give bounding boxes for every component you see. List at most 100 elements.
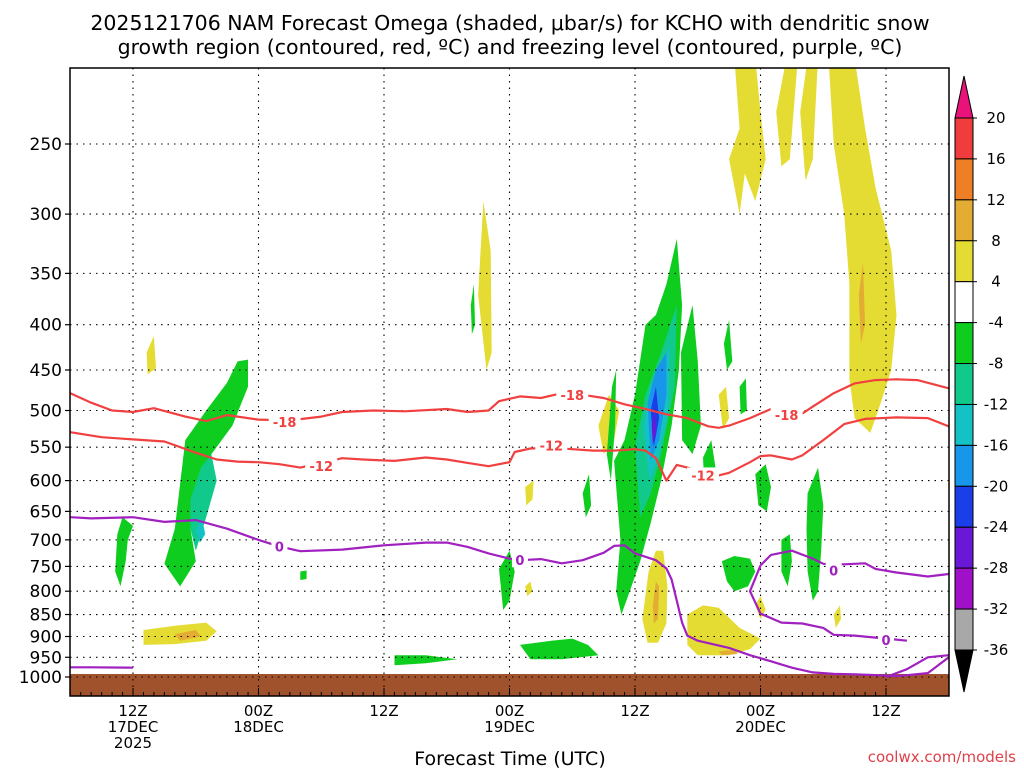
contour-label-bg bbox=[271, 538, 288, 554]
y-tick-label: 950 bbox=[30, 648, 62, 668]
colorbar-bin bbox=[954, 403, 974, 446]
colorbar-bin bbox=[954, 117, 974, 160]
omega-region bbox=[525, 480, 534, 506]
contour-label: -12 bbox=[540, 440, 564, 455]
x-tick-label: 00Z bbox=[746, 702, 775, 720]
omega-region bbox=[755, 464, 771, 512]
credit-text: coolwx.com/models bbox=[868, 748, 1016, 766]
colorbar-bin bbox=[954, 281, 974, 324]
y-tick-label: 500 bbox=[30, 402, 62, 422]
contour-label: -12 bbox=[310, 460, 334, 475]
contour-label: -18 bbox=[775, 409, 799, 424]
colorbar-label: -36 bbox=[984, 641, 1009, 659]
title-line-2: growth region (contoured, red, ºC) and f… bbox=[118, 35, 903, 59]
omega-region bbox=[164, 359, 248, 587]
omega-region bbox=[781, 534, 792, 587]
omega-region bbox=[829, 68, 897, 433]
x-tick-label: 20DEC bbox=[735, 718, 786, 736]
omega-region bbox=[606, 370, 617, 481]
omega-region bbox=[146, 336, 156, 375]
x-tick-label: 18DEC bbox=[233, 718, 284, 736]
colorbar-bin bbox=[954, 526, 974, 569]
colorbar-bin bbox=[954, 608, 974, 651]
omega-region bbox=[174, 630, 201, 641]
colorbar-bin bbox=[954, 485, 974, 528]
omega-region bbox=[806, 467, 824, 601]
colorbar: 20 16 12 8 4 -4 -8 -12 -16 -20 -24 -28 -32 -36 bbox=[954, 75, 1009, 693]
y-tick-label: 300 bbox=[30, 205, 62, 225]
y-tick-label: 650 bbox=[30, 502, 62, 522]
x-tick-label: 19DEC bbox=[484, 718, 535, 736]
omega-region bbox=[723, 319, 733, 370]
colorbar-bin bbox=[954, 363, 974, 405]
x-tick-label: 00Z bbox=[495, 702, 524, 720]
contour-label-bg bbox=[268, 413, 301, 429]
colorbar-label: -16 bbox=[984, 436, 1009, 454]
omega-region bbox=[800, 68, 818, 181]
colorbar-label: -24 bbox=[984, 518, 1009, 536]
x-tick-label: 12Z bbox=[620, 702, 649, 720]
omega-region bbox=[858, 262, 866, 344]
contour-labels: -18 -12 -18 -12 -12 -18 0 0 0 0 bbox=[268, 386, 894, 649]
terrain-ground bbox=[70, 674, 949, 696]
colorbar-label: -4 bbox=[989, 314, 1004, 332]
y-tick-label: 600 bbox=[30, 472, 62, 492]
omega-region bbox=[776, 68, 798, 167]
x-tick-label: 12Z bbox=[871, 702, 900, 720]
y-tick-label: 250 bbox=[30, 135, 62, 155]
y-tick-label: 700 bbox=[30, 531, 62, 551]
contour-label: -12 bbox=[691, 469, 715, 484]
omega-region bbox=[520, 638, 599, 660]
omega-region bbox=[195, 517, 206, 543]
colorbar-bin bbox=[954, 444, 974, 487]
colorbar-label: 16 bbox=[986, 150, 1005, 168]
y-axis: 2503003504004505005506006507007508008509… bbox=[19, 135, 70, 688]
gridlines bbox=[70, 68, 949, 696]
x-tick-label: 17DEC bbox=[108, 718, 159, 736]
x-tick-label: 12Z bbox=[118, 702, 147, 720]
colorbar-bin bbox=[954, 322, 974, 365]
y-tick-label: 350 bbox=[30, 264, 62, 284]
omega-region bbox=[470, 284, 475, 335]
x-axis-label: Forecast Time (UTC) bbox=[414, 748, 605, 768]
y-tick-label: 750 bbox=[30, 557, 62, 577]
omega-region bbox=[718, 649, 738, 656]
contour-line bbox=[759, 549, 949, 578]
omega-region bbox=[499, 550, 515, 610]
omega-region bbox=[300, 570, 307, 580]
colorbar-label: -28 bbox=[984, 559, 1009, 577]
x-tick-label: 12Z bbox=[369, 702, 398, 720]
y-tick-label: 1000 bbox=[19, 668, 62, 688]
omega-region bbox=[739, 378, 747, 415]
y-tick-label: 900 bbox=[30, 627, 62, 647]
contour-label: -18 bbox=[273, 416, 297, 431]
omega-region bbox=[651, 410, 656, 444]
colorbar-bin bbox=[954, 158, 974, 201]
colorbar-label: -12 bbox=[984, 395, 1009, 413]
omega-region bbox=[115, 517, 133, 587]
colorbar-label: -32 bbox=[984, 600, 1009, 618]
omega-region bbox=[190, 454, 217, 551]
colorbar-bin bbox=[954, 240, 974, 283]
contour-label: 0 bbox=[829, 564, 838, 579]
contour-label: 0 bbox=[275, 540, 284, 555]
contour-label: -18 bbox=[561, 389, 585, 404]
contour-label: 0 bbox=[881, 634, 890, 649]
omega-region bbox=[582, 474, 592, 518]
y-tick-label: 550 bbox=[30, 438, 62, 458]
colorbar-bin bbox=[954, 567, 974, 610]
contour-label-bg bbox=[878, 631, 894, 647]
omega-region bbox=[718, 386, 730, 430]
colorbar-label: 8 bbox=[991, 232, 1001, 250]
omega-region bbox=[525, 581, 533, 596]
contour-label-bg bbox=[305, 458, 338, 474]
chart-title: 2025121706 NAM Forecast Omega (shaded, μ… bbox=[90, 11, 929, 59]
colorbar-bin bbox=[954, 199, 974, 242]
plot-area: -18 -12 -18 -12 -12 -18 0 0 0 0 bbox=[69, 67, 950, 697]
contour-label-bg bbox=[511, 552, 528, 568]
omega-region bbox=[833, 605, 841, 628]
colorbar-label: 4 bbox=[991, 273, 1001, 291]
colorbar-label: 20 bbox=[986, 109, 1005, 127]
y-tick-label: 450 bbox=[30, 361, 62, 381]
